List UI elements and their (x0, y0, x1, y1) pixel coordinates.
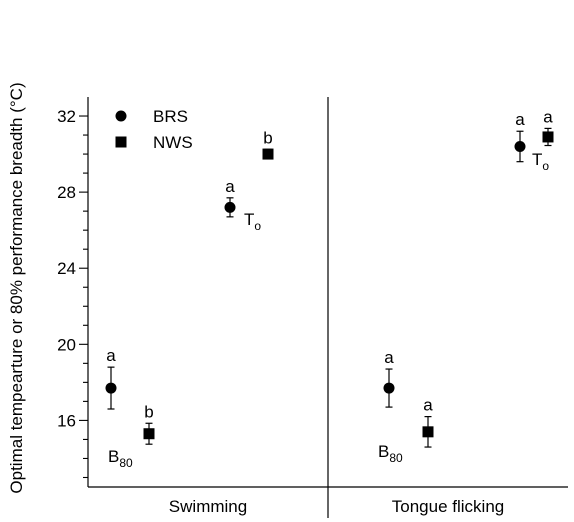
y-tick-label: 28 (57, 183, 76, 202)
labels: Optimal tempearture or 80% performance b… (7, 82, 549, 516)
square-marker (422, 426, 434, 438)
y-tick-label: 16 (57, 411, 76, 430)
circle-marker (514, 140, 526, 152)
y-ticks: 16 20 24 28 32 (57, 107, 88, 479)
square-marker (262, 148, 274, 160)
significance-letter: a (384, 348, 394, 367)
legend-item-nws: NWS (115, 133, 193, 152)
annotation-base: T (244, 210, 254, 229)
annotation-b80: B80 (108, 447, 133, 470)
annotation-subscript: 80 (389, 451, 403, 465)
square-marker (542, 131, 554, 143)
annotation-base: T (532, 150, 542, 169)
legend-label: NWS (153, 133, 193, 152)
data-point-brs: a (383, 348, 395, 408)
significance-letter: a (225, 177, 235, 196)
data-point-nws: a (542, 107, 554, 147)
annotation-base: B (108, 447, 119, 466)
data-point-nws: a (422, 396, 434, 448)
square-marker (143, 428, 155, 440)
significance-letter: b (144, 402, 153, 421)
significance-letter: a (423, 396, 433, 415)
significance-letter: a (515, 110, 525, 129)
legend: BRS NWS (115, 107, 193, 152)
panel-label-tongue-flicking: Tongue flicking (392, 497, 504, 516)
legend-item-brs: BRS (115, 107, 188, 126)
annotation-to: To (532, 150, 549, 173)
axes (87, 97, 568, 518)
data-point-brs: a (224, 177, 236, 218)
data-point-brs: a (514, 110, 526, 163)
annotation-base: B (378, 442, 389, 461)
legend-circle-marker (115, 110, 127, 122)
legend-label: BRS (153, 107, 188, 126)
circle-marker (224, 201, 236, 213)
y-tick-label: 20 (57, 335, 76, 354)
annotation-subscript: 80 (119, 456, 133, 470)
significance-letter: b (263, 128, 272, 147)
y-tick-label: 32 (57, 107, 76, 126)
significance-letter: a (543, 107, 553, 126)
circle-marker (383, 382, 395, 394)
legend-square-marker (115, 136, 127, 148)
y-axis-label: Optimal tempearture or 80% performance b… (7, 82, 26, 493)
data-point-brs: a (105, 346, 117, 410)
data-point-nws: b (262, 128, 274, 160)
panel-label-swimming: Swimming (169, 497, 247, 516)
annotation-to: To (244, 210, 261, 233)
y-tick-label: 24 (57, 259, 76, 278)
annotation-subscript: o (542, 159, 549, 173)
annotation-subscript: o (254, 219, 261, 233)
annotation-b80: B80 (378, 442, 403, 465)
circle-marker (105, 382, 117, 394)
significance-letter: a (106, 346, 116, 365)
data-point-nws: b (143, 402, 155, 445)
